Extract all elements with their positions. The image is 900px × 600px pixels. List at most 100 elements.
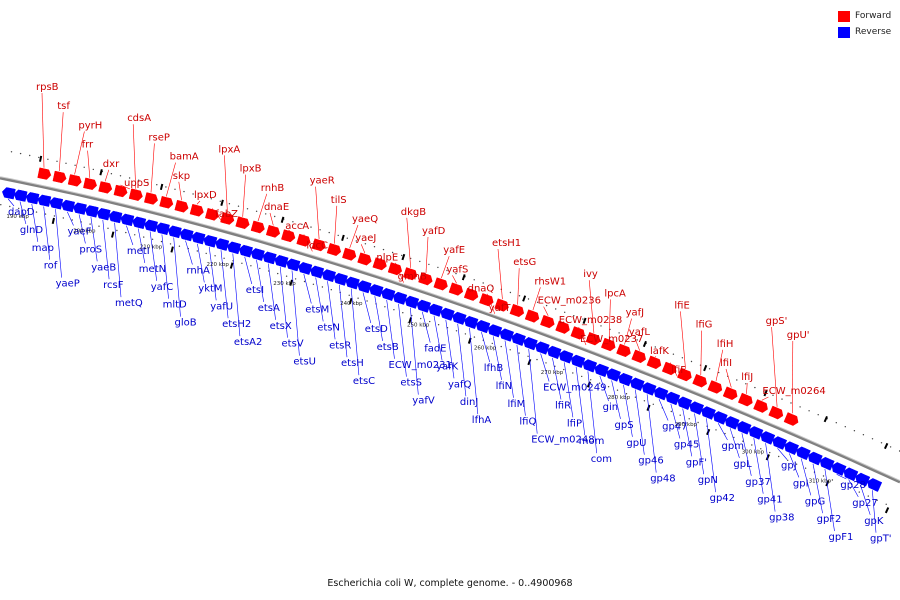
gene-arrow: [524, 309, 540, 323]
scale-dot: [410, 257, 412, 260]
gene-label-gp38: gp38: [769, 513, 794, 524]
leader-line: [682, 408, 693, 457]
gene-label-gpt: gpT': [870, 534, 892, 545]
scale-dot: [192, 193, 194, 195]
scale-dot: [35, 211, 38, 213]
scale-dot: [134, 234, 136, 236]
scale-dot: [265, 213, 267, 215]
scale-dot: [527, 298, 530, 300]
gene-label-gp42: gp42: [710, 493, 735, 504]
scale-dot: [564, 311, 566, 313]
gene-label-etsm: etsM: [305, 305, 329, 316]
gene-arrow: [357, 252, 372, 266]
gene-label-lfin: lfiN: [496, 381, 513, 392]
scale-dot: [411, 314, 413, 317]
scale-dot: [255, 210, 258, 212]
gene-label-gpu: gpU: [626, 438, 646, 449]
scale-dot: [690, 360, 693, 363]
gene-label-yafl: yafL: [629, 327, 651, 338]
scale-dot: [364, 243, 367, 245]
scale-dot: [849, 487, 851, 489]
scale-dot: [625, 393, 628, 395]
gene-label-etsn: etsN: [317, 322, 340, 333]
scale-dot: [10, 151, 13, 153]
gene-arrow: [98, 181, 113, 194]
scale-dot: [143, 236, 145, 238]
scale-dot: [156, 184, 158, 186]
legend: Forward Reverse: [838, 9, 891, 41]
leader-line: [220, 250, 229, 319]
gene-label-gpu: gpU': [787, 330, 810, 341]
gene-label-pros: proS: [79, 244, 102, 255]
leader-line: [78, 214, 86, 244]
gene-arrow: [736, 421, 752, 435]
scale-dot: [419, 260, 421, 263]
leader-line: [700, 330, 702, 376]
scale-dot: [582, 318, 584, 320]
scale-dot: [319, 229, 321, 231]
scale-dot: [754, 386, 756, 389]
gene-arrow: [594, 363, 610, 378]
gene-label-etsh: etsH: [341, 358, 364, 369]
scale-dot: [292, 221, 294, 223]
major-tick: [763, 390, 768, 397]
scale-dot: [165, 186, 167, 188]
scale-dot: [384, 306, 386, 308]
gene-arrow: [677, 396, 693, 411]
gene-label-pyrh: pyrH: [78, 120, 102, 131]
scale-dot: [429, 320, 431, 323]
gene-arrow: [235, 216, 250, 230]
gene-label-gin: gin: [603, 402, 618, 413]
leader-line: [670, 403, 681, 439]
scale-dot: [790, 402, 792, 404]
leader-line: [386, 299, 395, 359]
kbp-label: 220 kbp: [207, 262, 230, 268]
gene-label-gpf2: gpF2: [817, 514, 842, 525]
leader-line: [242, 174, 246, 217]
scale-dot: [598, 382, 601, 384]
scale-dot: [393, 309, 395, 311]
gene-label-metn: metN: [139, 264, 166, 275]
major-tick: [703, 364, 708, 372]
major-tick: [289, 279, 293, 286]
leader-line: [680, 311, 686, 369]
gene-label-etsi: etsI: [246, 285, 264, 296]
major-tick: [39, 155, 43, 162]
leader-line: [74, 131, 85, 175]
major-tick: [229, 262, 234, 269]
scale-dot: [763, 390, 765, 393]
major-tick: [341, 234, 345, 241]
gene-label-gp37: gp37: [745, 477, 770, 488]
gene-label-lfiq: lfiQ: [519, 417, 536, 428]
leader-line: [41, 92, 45, 168]
gene-arrow: [511, 332, 526, 347]
gene-arrow: [274, 255, 289, 268]
scale-dot: [328, 231, 330, 234]
scale-dot: [446, 269, 448, 272]
gene-label-fabz: fabZ: [215, 209, 238, 220]
gene-arrow: [737, 392, 753, 407]
scale-dot: [871, 438, 874, 440]
scale-dot: [174, 188, 176, 190]
gene-label-yaef: yaeF: [68, 227, 92, 238]
leader-line: [421, 311, 431, 343]
gene-arrow: [753, 399, 768, 413]
scale-dot: [652, 403, 654, 405]
leader-line: [406, 217, 411, 268]
gene-label-etsg: etsG: [513, 257, 536, 268]
scale-dot: [772, 394, 774, 396]
scale-dot: [867, 495, 869, 497]
gene-arrow: [310, 265, 325, 279]
gene-arrow: [49, 197, 64, 210]
gene-label-ecw-m0238: ECW_m0238: [559, 315, 622, 326]
gene-arrow: [189, 203, 204, 217]
leader-line: [587, 371, 597, 454]
gene-arrow: [159, 195, 174, 209]
scale-dot: [455, 272, 457, 275]
scale-dot: [223, 257, 225, 259]
gene-arrow: [132, 216, 147, 230]
leader-line: [7, 198, 15, 207]
major-tick: [884, 507, 890, 514]
gene-label-yafv: yafV: [412, 396, 435, 407]
gene-label-lfha: lfhA: [472, 415, 492, 426]
